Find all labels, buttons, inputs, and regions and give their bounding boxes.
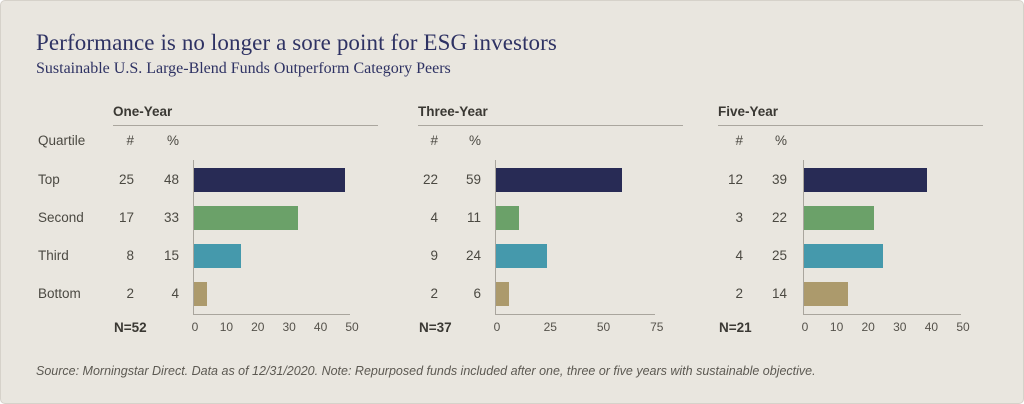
x-tick-label: 10 bbox=[219, 320, 234, 334]
pct-value: 33 bbox=[163, 210, 179, 225]
pct-column-header: % bbox=[166, 133, 179, 148]
bar-top-quartile bbox=[804, 168, 927, 192]
x-tick-label: 40 bbox=[924, 320, 939, 334]
n-count-label: N=37 bbox=[419, 320, 452, 335]
page-subtitle: Sustainable U.S. Large-Blend Funds Outpe… bbox=[36, 60, 451, 77]
pct-value: 59 bbox=[465, 172, 481, 187]
pct-value: 6 bbox=[473, 286, 481, 301]
pct-value: 39 bbox=[771, 172, 787, 187]
quartile-label: Third bbox=[38, 248, 69, 263]
count-value: 9 bbox=[430, 248, 438, 263]
n-count-label: N=52 bbox=[114, 320, 147, 335]
pct-value: 4 bbox=[171, 286, 179, 301]
panel-header-rule bbox=[718, 125, 983, 126]
count-value: 3 bbox=[735, 210, 743, 225]
x-tick-label: 75 bbox=[650, 320, 664, 334]
pct-value: 11 bbox=[466, 210, 481, 225]
x-tick-label: 30 bbox=[282, 320, 296, 334]
x-tick-label: 0 bbox=[801, 320, 809, 334]
y-axis-line bbox=[193, 160, 194, 314]
bar-second-quartile bbox=[804, 206, 874, 230]
pct-value: 22 bbox=[771, 210, 787, 225]
bar-top-quartile bbox=[194, 168, 345, 192]
pct-value: 24 bbox=[465, 248, 481, 263]
bar-third-quartile bbox=[496, 244, 547, 268]
bar-second-quartile bbox=[496, 206, 519, 230]
pct-value: 15 bbox=[163, 248, 179, 263]
page-title: Performance is no longer a sore point fo… bbox=[36, 30, 557, 55]
count-column-header: # bbox=[430, 133, 438, 148]
bar-second-quartile bbox=[194, 206, 298, 230]
y-axis-line bbox=[803, 160, 804, 314]
count-value: 4 bbox=[430, 210, 438, 225]
x-tick-label: 0 bbox=[191, 320, 199, 334]
quartile-column-header: Quartile bbox=[38, 133, 86, 148]
n-count-label: N=21 bbox=[719, 320, 752, 335]
bar-bottom-quartile bbox=[194, 282, 207, 306]
pct-column-header: % bbox=[468, 133, 481, 148]
count-column-header: # bbox=[126, 133, 134, 148]
quartile-label: Second bbox=[38, 210, 84, 225]
pct-column-header: % bbox=[774, 133, 787, 148]
x-tick-label: 25 bbox=[543, 320, 557, 334]
source-note: Source: Morningstar Direct. Data as of 1… bbox=[36, 364, 816, 378]
x-tick-label: 10 bbox=[829, 320, 844, 334]
x-tick-label: 20 bbox=[251, 320, 265, 334]
count-value: 2 bbox=[735, 286, 743, 301]
x-tick-label: 50 bbox=[596, 320, 611, 334]
count-value: 2 bbox=[126, 286, 134, 301]
x-tick-label: 30 bbox=[893, 320, 907, 334]
count-value: 25 bbox=[118, 172, 134, 187]
x-axis-baseline bbox=[803, 314, 961, 315]
panel-title-one-year: One-Year bbox=[113, 104, 173, 119]
pct-value: 14 bbox=[771, 286, 787, 301]
count-column-header: # bbox=[735, 133, 743, 148]
bar-third-quartile bbox=[194, 244, 241, 268]
x-tick-label: 20 bbox=[861, 320, 875, 334]
y-axis-line bbox=[495, 160, 496, 314]
x-tick-label: 0 bbox=[493, 320, 501, 334]
pct-value: 25 bbox=[771, 248, 787, 263]
x-tick-label: 50 bbox=[345, 320, 359, 334]
panel-header-rule bbox=[113, 125, 378, 126]
bar-bottom-quartile bbox=[804, 282, 848, 306]
x-tick-label: 50 bbox=[956, 320, 970, 334]
quartile-label: Bottom bbox=[38, 286, 81, 301]
count-value: 4 bbox=[735, 248, 743, 263]
x-tick-label: 40 bbox=[313, 320, 328, 334]
count-value: 17 bbox=[118, 210, 134, 225]
panel-title-five-year: Five-Year bbox=[718, 104, 779, 119]
count-value: 22 bbox=[422, 172, 438, 187]
x-axis-baseline bbox=[193, 314, 350, 315]
count-value: 8 bbox=[126, 248, 134, 263]
count-value: 12 bbox=[727, 172, 743, 187]
panel-title-three-year: Three-Year bbox=[418, 104, 488, 119]
bar-top-quartile bbox=[496, 168, 622, 192]
quartile-label: Top bbox=[38, 172, 60, 187]
count-value: 2 bbox=[430, 286, 438, 301]
bar-bottom-quartile bbox=[496, 282, 509, 306]
x-axis-baseline bbox=[495, 314, 655, 315]
panel-header-rule bbox=[418, 125, 683, 126]
pct-value: 48 bbox=[163, 172, 179, 187]
bar-third-quartile bbox=[804, 244, 883, 268]
